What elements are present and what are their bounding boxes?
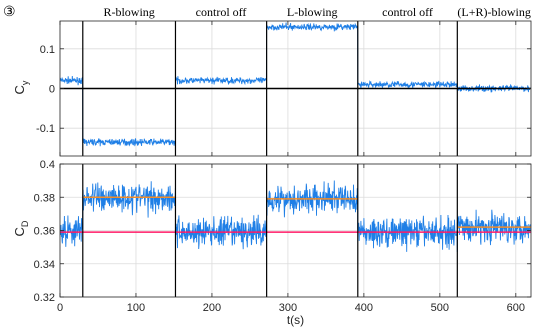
cd-series-line — [60, 180, 531, 253]
phase-label: control off — [196, 5, 247, 19]
cd-xtick-label: 100 — [127, 302, 145, 314]
cd-ytick-label: 0.32 — [34, 292, 55, 304]
phase-label: R-blowing — [103, 5, 154, 19]
cd-ytick-label: 0.34 — [34, 259, 55, 271]
cd-ytick-label: 0.38 — [34, 192, 55, 204]
phase-label: (L+R)-blowing — [457, 5, 530, 19]
cy-ylabel: Cy — [12, 80, 30, 94]
cd-xlabel: t(s) — [287, 313, 304, 327]
cd-xtick-label: 500 — [431, 302, 449, 314]
cd-xtick-label: 400 — [355, 302, 373, 314]
cd-ylabel-main: C — [12, 227, 27, 236]
cy-ylabel-main: C — [12, 85, 27, 94]
cd-xtick-label: 0 — [57, 302, 63, 314]
cy-ylabel-subscript: y — [20, 80, 30, 85]
figure-label: ③ — [3, 3, 16, 19]
cd-ytick-label: 0.4 — [40, 159, 55, 171]
cy-ytick-label: -0.1 — [36, 123, 55, 135]
cd-xtick-label: 300 — [279, 302, 297, 314]
cd-ylabel: CD — [12, 220, 30, 236]
cy-panel: -0.1 0 0.1 Cy R-blowing control off L-blowing c… — [12, 5, 532, 157]
cd-xtick-label: 600 — [507, 302, 525, 314]
cd-ytick-label: 0.36 — [34, 226, 55, 238]
cy-ytick-label: 0 — [49, 84, 55, 96]
cd-panel: 0 100 200 300 400 500 600 0.32 0.34 0.36 0.38 0.4 CD… — [12, 159, 532, 327]
phase-label: L-blowing — [287, 5, 338, 19]
cy-series-line — [60, 22, 531, 147]
cd-ylabel-subscript: D — [20, 220, 30, 227]
cy-ytick-label: 0.1 — [40, 44, 55, 56]
phase-label: control off — [382, 5, 433, 19]
cd-xtick-label: 200 — [203, 302, 221, 314]
